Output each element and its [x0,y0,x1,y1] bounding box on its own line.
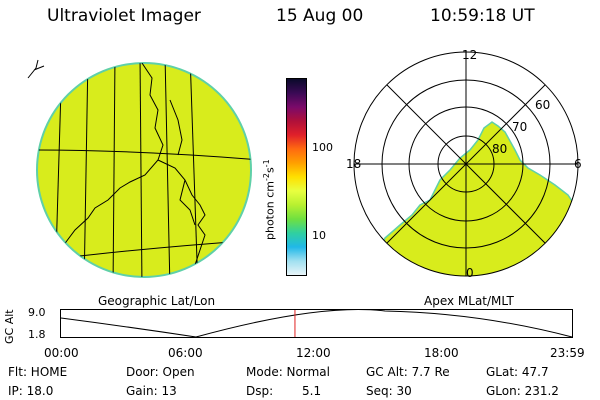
colorbar-unit-label: photon cm-2s-1 [262,159,277,240]
altitude-xtick-1800: 18:00 [424,346,459,360]
ip-value: IP: 18.0 [8,384,54,398]
emission-disc [38,64,250,276]
colorbar-tick-10: 10 [312,229,326,242]
mlat-label-80: 80 [492,142,508,156]
altitude-xtick-0600: 06:00 [168,346,203,360]
mode-status: Mode: Normal [246,365,330,379]
altitude-xtick-0000: 00:00 [44,346,79,360]
gain-value: Gain: 13 [126,384,177,398]
mlt-label-0: 0 [466,266,474,280]
altitude-xtick-1200: 12:00 [296,346,331,360]
dsp-label: Dsp: [246,384,274,398]
time-label: 10:59:18 UT [430,6,535,26]
altitude-plot-frame [60,309,573,338]
mlat-label-70: 70 [512,120,528,134]
geographic-longitude: GLon: 231.2 [486,384,559,398]
sequence-value: Seq: 30 [366,384,412,398]
altitude-curve [60,309,573,338]
date-label: 15 Aug 00 [276,6,364,26]
polar-axis-diag2 [386,84,546,244]
right-panel-caption: Apex MLat/MLT [424,294,514,308]
altitude-ytick-top: 9.0 [28,306,46,319]
altitude-plot [60,309,573,338]
door-status: Door: Open [126,365,195,379]
gc-altitude: GC Alt: 7.7 Re [366,365,450,379]
altitude-ytick-bottom: 1.8 [28,328,46,341]
colorbar-tick-100: 100 [312,141,333,154]
flight-status: Flt: HOME [8,365,68,379]
geographic-latitude: GLat: 47.7 [486,365,549,379]
mlt-label-6: 6 [574,157,582,171]
dsp-value: 5.1 [302,384,322,398]
altitude-ylabel: GC Alt [3,309,16,344]
mlt-label-12: 12 [462,48,478,62]
altitude-xtick-2359: 23:59 [550,346,585,360]
left-panel-caption: Geographic Lat/Lon [98,294,216,308]
geographic-grid [37,63,251,277]
auroral-oval [379,121,578,276]
app-title: Ultraviolet Imager [47,6,201,26]
colorbar [286,78,307,276]
mlat-label-60: 60 [535,98,551,112]
mlt-label-18: 18 [346,157,362,171]
